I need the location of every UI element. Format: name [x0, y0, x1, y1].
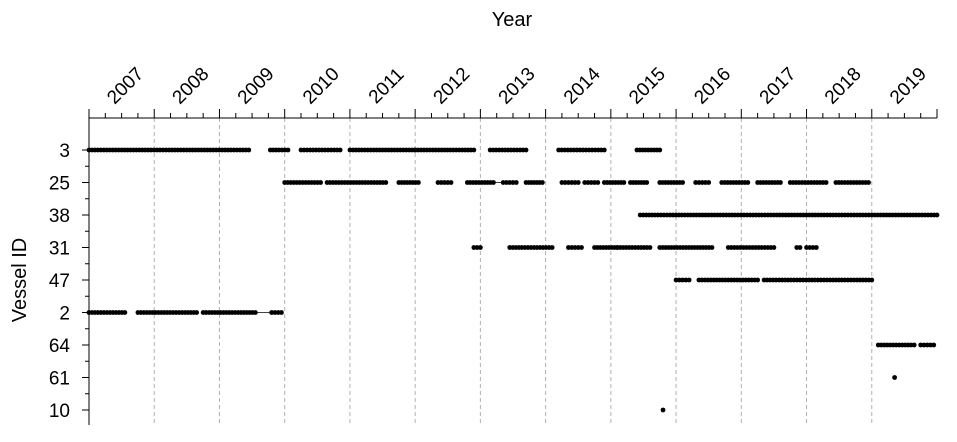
data-point	[660, 407, 666, 413]
data-point	[771, 245, 777, 250]
data-point	[745, 180, 751, 185]
data-point	[931, 342, 937, 348]
data-point	[601, 147, 607, 153]
data-point	[491, 180, 496, 185]
data-point	[813, 245, 819, 250]
y-tick-labels: 3 25 38 31 47 2 64 61 10	[49, 141, 71, 422]
data-point	[621, 180, 627, 185]
x-tick-label: 2017	[756, 64, 801, 109]
y-tick-label: 64	[49, 336, 71, 357]
data-point	[337, 147, 343, 153]
data-point	[778, 180, 783, 185]
x-tick-label: 2016	[690, 64, 735, 109]
data-point	[477, 245, 483, 250]
data-point	[523, 147, 529, 153]
x-tick-label: 2018	[821, 64, 866, 109]
data-point	[549, 245, 555, 250]
x-tick-label: 2008	[169, 64, 214, 109]
data-point	[866, 180, 871, 185]
data-point	[246, 147, 252, 153]
data-point	[285, 147, 291, 153]
x-tick-label: 2012	[430, 64, 475, 109]
data-marks	[86, 147, 940, 413]
y-tick-label: 38	[49, 206, 70, 227]
x-tick-label: 2010	[299, 64, 344, 109]
data-point	[471, 147, 477, 153]
data-point	[448, 180, 454, 185]
data-point	[318, 180, 323, 185]
data-point	[892, 375, 897, 380]
data-point	[797, 245, 803, 250]
axes	[82, 109, 938, 425]
data-point	[755, 277, 761, 283]
x-tick-labels: 2007 2008 2009 2010 2011 2012 2013 2014 2015 2016…	[103, 63, 931, 108]
data-point	[383, 180, 389, 185]
data-point	[579, 245, 584, 250]
data-point	[709, 245, 715, 250]
x-tick-label: 2019	[886, 64, 931, 109]
data-point	[595, 180, 601, 185]
y-axis-title: Vessel ID	[9, 238, 31, 322]
data-point	[934, 212, 940, 218]
y-tick-label: 25	[49, 174, 70, 195]
x-tick-label: 2014	[560, 63, 605, 108]
data-point	[644, 180, 650, 185]
x-tick-label: 2015	[625, 64, 670, 109]
y-tick-label: 10	[49, 401, 70, 422]
data-point	[194, 310, 200, 315]
data-point	[122, 310, 128, 315]
grid-lines	[153, 118, 873, 425]
data-point	[575, 180, 581, 185]
data-point	[539, 180, 545, 185]
y-tick-label: 61	[49, 369, 70, 390]
x-tick-label: 2009	[234, 64, 279, 109]
x-tick-label: 2007	[103, 64, 148, 109]
data-point	[869, 277, 875, 283]
data-point	[823, 180, 829, 185]
y-tick-label: 3	[59, 141, 70, 162]
y-tick-label: 2	[59, 304, 70, 325]
data-point	[513, 180, 519, 185]
y-tick-label: 31	[49, 239, 70, 260]
data-point	[279, 310, 284, 315]
data-point	[252, 310, 258, 315]
data-point	[680, 180, 685, 185]
data-point	[647, 245, 653, 250]
data-point	[657, 147, 663, 153]
x-tick-label: 2011	[365, 64, 409, 108]
data-point	[911, 342, 917, 348]
data-point	[706, 180, 712, 185]
x-tick-label: 2013	[495, 64, 540, 109]
data-point	[686, 277, 692, 283]
x-axis-title: Year	[492, 9, 533, 31]
data-point	[416, 180, 421, 185]
y-tick-label: 47	[49, 271, 70, 292]
